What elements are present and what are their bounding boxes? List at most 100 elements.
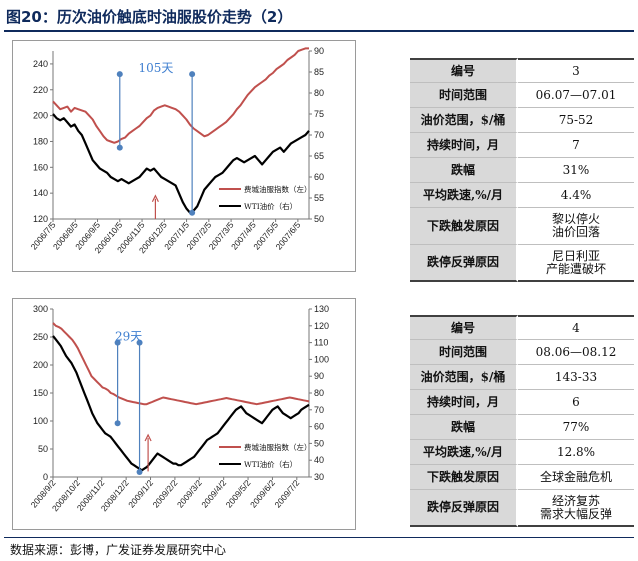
y-left-tick-label: 50	[38, 444, 48, 454]
row-label: 时间范围	[410, 340, 518, 365]
arrow-head	[151, 194, 159, 203]
y-left-tick-label: 120	[33, 214, 48, 224]
marker-dot-bottom	[114, 420, 121, 427]
legend-label: WTI油价（右）	[244, 201, 297, 211]
row-value: 黎以停火 油价回落	[518, 208, 634, 245]
marker-dot-top	[114, 339, 121, 346]
marker-dot-bottom	[136, 468, 143, 475]
y-left-tick-label: 240	[33, 59, 48, 69]
table-row: 下跌触发原因 黎以停火 油价回落	[410, 208, 634, 245]
y-right-tick-label: 70	[314, 405, 324, 415]
row-label: 时间范围	[410, 83, 518, 108]
legend-label: 费城油服指数（左）	[244, 442, 312, 452]
table-row: 持续时间，月 7	[410, 133, 634, 158]
y-right-tick-label: 55	[314, 193, 324, 203]
info-table-1: 编号 3 时间范围 06.07—07.01 油价范围，$/桶 75-52 持续时间，月 7 跌幅…	[410, 58, 634, 282]
table-row: 油价范围，$/桶 143-33	[410, 365, 634, 390]
row-label: 跌幅	[410, 415, 518, 440]
table-row: 平均跌速,%/月 4.4%	[410, 183, 634, 208]
y-left-tick-label: 150	[33, 388, 48, 398]
table-row: 下跌触发原因 全球金融危机	[410, 465, 634, 490]
row-label: 跌停反弹原因	[410, 245, 518, 282]
row-value: 经济复苏 需求大幅反弹	[518, 490, 634, 527]
y-right-tick-label: 70	[314, 130, 324, 140]
table-row: 时间范围 06.07—07.01	[410, 83, 634, 108]
y-right-tick-label: 100	[314, 354, 329, 364]
y-right-tick-label: 90	[314, 371, 324, 381]
y-left-tick-label: 220	[33, 85, 48, 95]
table-row: 油价范围，$/桶 75-52	[410, 108, 634, 133]
row-value: 08.06—08.12	[518, 340, 634, 365]
table-row: 跌停反弹原因 经济复苏 需求大幅反弹	[410, 490, 634, 527]
y-left-tick-label: 0	[43, 472, 48, 482]
y-left-tick-label: 300	[33, 304, 48, 314]
y-right-tick-label: 50	[314, 438, 324, 448]
y-right-tick-label: 40	[314, 455, 324, 465]
row-label: 下跌触发原因	[410, 208, 518, 245]
y-right-tick-label: 75	[314, 109, 324, 119]
y-right-tick-label: 80	[314, 388, 324, 398]
oil-service-index-line	[52, 47, 309, 144]
row-label: 持续时间，月	[410, 390, 518, 415]
row-value: 75-52	[518, 108, 634, 133]
x-tick-label: 2009/6/2	[248, 478, 277, 510]
y-right-tick-label: 110	[314, 338, 328, 348]
marker-dot-bottom	[116, 144, 123, 151]
legend-label: WTI油价（右）	[244, 459, 297, 469]
row-label: 跌幅	[410, 158, 518, 183]
y-left-tick-label: 160	[33, 162, 48, 172]
oil-service-index-line	[52, 322, 310, 406]
row-value: 12.8%	[518, 440, 634, 465]
y-right-tick-label: 85	[314, 67, 324, 77]
marker-dot-bottom	[189, 209, 196, 216]
wti-oil-line	[52, 335, 310, 472]
info-table-2: 编号 4 时间范围 08.06—08.12 油价范围，$/桶 143-33 持续时间，月 6 跌…	[410, 315, 634, 527]
y-right-tick-label: 50	[314, 214, 324, 224]
row-label: 编号	[410, 315, 518, 340]
table-row: 跌停反弹原因 尼日利亚 产能遭破坏	[410, 245, 634, 282]
y-right-tick-label: 60	[314, 172, 324, 182]
y-left-tick-label: 250	[33, 332, 48, 342]
row-value: 7	[518, 133, 634, 158]
x-tick-label: 2009/1/2	[126, 478, 155, 510]
oil-service-chart-2: 0 50 100 150 200 250 300 30 40 50 60 70 80 90 100 110 12…	[29, 304, 329, 513]
row-value: 3	[518, 58, 634, 83]
duration-annotation: 29天	[115, 330, 142, 344]
source-rule	[4, 537, 634, 538]
duration-annotation: 105天	[139, 61, 174, 75]
table-row: 跌幅 77%	[410, 415, 634, 440]
row-label: 平均跌速,%/月	[410, 440, 518, 465]
y-right-tick-label: 130	[314, 304, 329, 314]
table-row: 编号 3	[410, 58, 634, 83]
legend-label: 费城油服指数（左）	[244, 184, 312, 194]
y-right-tick-label: 80	[314, 88, 324, 98]
row-value: 143-33	[518, 365, 634, 390]
y-right-tick-label: 65	[314, 151, 324, 161]
row-value: 尼日利亚 产能遭破坏	[518, 245, 634, 282]
figure-title: 图20：历次油价触底时油服股价走势（2）	[6, 8, 293, 26]
x-tick-label: 2009/5/2	[224, 478, 253, 510]
y-left-tick-label: 180	[33, 136, 48, 146]
row-value: 77%	[518, 415, 634, 440]
row-value: 6	[518, 390, 634, 415]
marker-dot-top	[189, 71, 196, 78]
marker-dot-top	[116, 71, 123, 78]
y-left-tick-label: 200	[33, 111, 48, 121]
x-tick-label: 2009/4/2	[199, 478, 228, 510]
row-label: 油价范围，$/桶	[410, 365, 518, 390]
x-tick-label: 2009/2/2	[151, 478, 180, 510]
y-right-tick-label: 120	[314, 321, 329, 331]
row-value: 31%	[518, 158, 634, 183]
title-rule	[4, 30, 634, 32]
y-right-tick-label: 90	[314, 46, 324, 56]
table-row: 持续时间，月 6	[410, 390, 634, 415]
table-row: 跌幅 31%	[410, 158, 634, 183]
data-source: 数据来源：彭博，广发证券发展研究中心	[10, 543, 227, 557]
row-label: 下跌触发原因	[410, 465, 518, 490]
row-value: 4.4%	[518, 183, 634, 208]
x-tick-label: 2009/7/2	[272, 478, 301, 510]
row-label: 编号	[410, 58, 518, 83]
x-tick-label: 2009/3/2	[175, 478, 204, 510]
row-value: 全球金融危机	[518, 465, 634, 490]
chart-panel-2: 0 50 100 150 200 250 300 30 40 50 60 70 80 90 100 110 12…	[12, 298, 356, 530]
